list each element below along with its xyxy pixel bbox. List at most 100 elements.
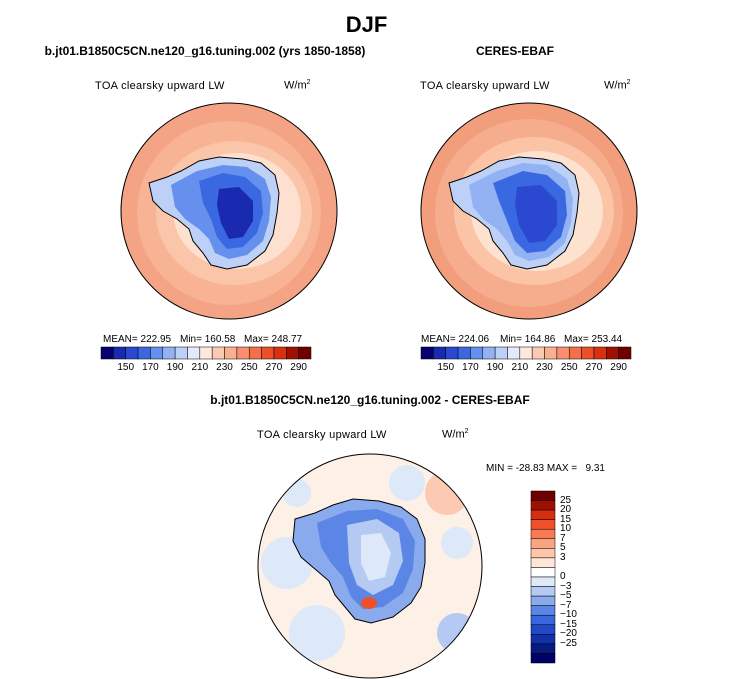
colorbar-swatch: [273, 346, 287, 360]
colorbar-swatch: [150, 346, 164, 360]
model-polar-map: [120, 102, 338, 320]
colorbar-swatch: [224, 346, 238, 360]
model-colorbar-ticks: 150 170 190 210 230 250 270 290: [101, 362, 311, 376]
colorbar-swatch: [261, 346, 275, 360]
colorbar-tick-label: −10: [560, 609, 577, 621]
obs-map-outline: [420, 102, 638, 320]
colorbar-swatch: [113, 346, 126, 360]
colorbar-tick-label: 230: [216, 362, 233, 373]
model-panel-title: b.jt01.B1850C5CN.ne120_g16.tuning.002 (y…: [44, 44, 366, 58]
colorbar-tick-label: −15: [560, 618, 577, 630]
model-units-label: W/m2: [284, 79, 311, 92]
obs-panel-title: CERES-EBAF: [475, 44, 554, 58]
model-colorbar: [100, 346, 312, 360]
colorbar-swatch: [530, 557, 556, 568]
colorbar-tick-label: 10: [560, 523, 572, 535]
colorbar-tick-label: 290: [290, 362, 307, 373]
colorbar-swatch: [137, 346, 151, 360]
model-min-stat: Min= 160.58: [180, 334, 236, 345]
colorbar-swatch: [445, 346, 459, 360]
obs-polar-map: [420, 102, 638, 320]
diff-minmax-stat: MIN = -28.83 MAX = 9.31: [486, 463, 605, 474]
colorbar-swatch: [482, 346, 496, 360]
obs-max-stat: Max= 253.44: [564, 334, 623, 345]
colorbar-swatch: [187, 346, 201, 360]
obs-units-label: W/m2: [604, 79, 631, 92]
colorbar-tick-label: −5: [560, 590, 572, 602]
colorbar-tick-label: 210: [191, 362, 209, 373]
colorbar-swatch: [530, 624, 556, 635]
colorbar-swatch: [248, 346, 262, 360]
colorbar-tick-label: 170: [142, 362, 159, 373]
colorbar-tick-label: 190: [486, 362, 504, 373]
colorbar-swatch: [433, 346, 446, 360]
colorbar-swatch: [162, 346, 176, 360]
colorbar-tick-label: −25: [560, 637, 577, 649]
colorbar-swatch: [174, 346, 188, 360]
colorbar-tick-label: 290: [610, 362, 627, 373]
colorbar-swatch: [507, 346, 521, 360]
obs-min-stat: Min= 164.86: [500, 334, 556, 345]
colorbar-swatch: [556, 346, 570, 360]
colorbar-swatch: [457, 346, 471, 360]
model-max-stat: Max= 248.77: [244, 334, 303, 345]
colorbar-swatch: [544, 346, 558, 360]
colorbar-tick-label: −3: [560, 580, 572, 592]
colorbar-tick-label: 150: [437, 362, 455, 373]
colorbar-swatch: [420, 346, 434, 360]
diff-variable-label: TOA clearsky upward LW: [257, 429, 387, 441]
colorbar-swatch: [530, 595, 556, 606]
colorbar-swatch: [530, 586, 556, 597]
colorbar-swatch: [530, 509, 556, 520]
colorbar-swatch: [530, 490, 556, 501]
colorbar-swatch: [530, 653, 556, 664]
colorbar-swatch: [581, 346, 595, 360]
diff-polar-map: [257, 453, 483, 679]
colorbar-swatch: [125, 346, 139, 360]
colorbar-tick-label: 250: [240, 362, 258, 373]
colorbar-tick-label: 3: [560, 551, 566, 563]
colorbar-tick-label: 20: [560, 504, 572, 516]
colorbar-swatch: [100, 346, 114, 360]
colorbar-swatch: [519, 346, 533, 360]
colorbar-swatch: [530, 576, 556, 587]
colorbar-tick-label: 0: [560, 571, 566, 582]
colorbar-swatch: [593, 346, 607, 360]
diff-colorbar: [530, 490, 556, 664]
obs-colorbar-ticks: 150 170 190 210 230 250 270 290: [421, 362, 631, 376]
colorbar-tick-label: 190: [166, 362, 184, 373]
colorbar-swatch: [211, 346, 225, 360]
model-mean-stat: MEAN= 222.95: [103, 334, 172, 345]
colorbar-swatch: [606, 346, 619, 360]
diff-colorbar-ticks: 25 20 15 10 7 5 3 0 −3 −5 −7 −10 −15 −20 −25: [560, 491, 600, 663]
diff-units-label: W/m2: [442, 428, 469, 441]
colorbar-tick-label: 150: [117, 362, 135, 373]
colorbar-swatch: [199, 346, 213, 360]
diff-panel-title: b.jt01.B1850C5CN.ne120_g16.tuning.002 - …: [210, 393, 530, 407]
colorbar-swatch: [530, 605, 556, 616]
colorbar-swatch: [530, 548, 556, 559]
colorbar-swatch: [530, 500, 556, 511]
colorbar-swatch: [236, 346, 250, 360]
obs-variable-label: TOA clearsky upward LW: [420, 80, 550, 92]
obs-colorbar: [420, 346, 632, 360]
colorbar-tick-label: 5: [560, 542, 566, 554]
colorbar-swatch: [530, 528, 556, 540]
colorbar-swatch: [530, 614, 556, 626]
colorbar-swatch: [530, 643, 556, 654]
model-map-outline: [120, 102, 338, 320]
colorbar-tick-label: 170: [462, 362, 479, 373]
colorbar-tick-label: 25: [560, 494, 572, 506]
colorbar-swatch: [530, 538, 556, 549]
colorbar-swatch: [298, 346, 312, 360]
colorbar-tick-label: −20: [560, 628, 577, 640]
obs-mean-stat: MEAN= 224.06: [421, 334, 490, 345]
colorbar-swatch: [530, 519, 556, 530]
colorbar-tick-label: 250: [560, 362, 578, 373]
colorbar-swatch: [530, 634, 556, 645]
colorbar-swatch: [470, 346, 484, 360]
model-variable-label: TOA clearsky upward LW: [95, 80, 225, 92]
colorbar-tick-label: 15: [560, 513, 572, 525]
colorbar-tick-label: −7: [560, 599, 572, 611]
colorbar-swatch: [618, 346, 632, 360]
